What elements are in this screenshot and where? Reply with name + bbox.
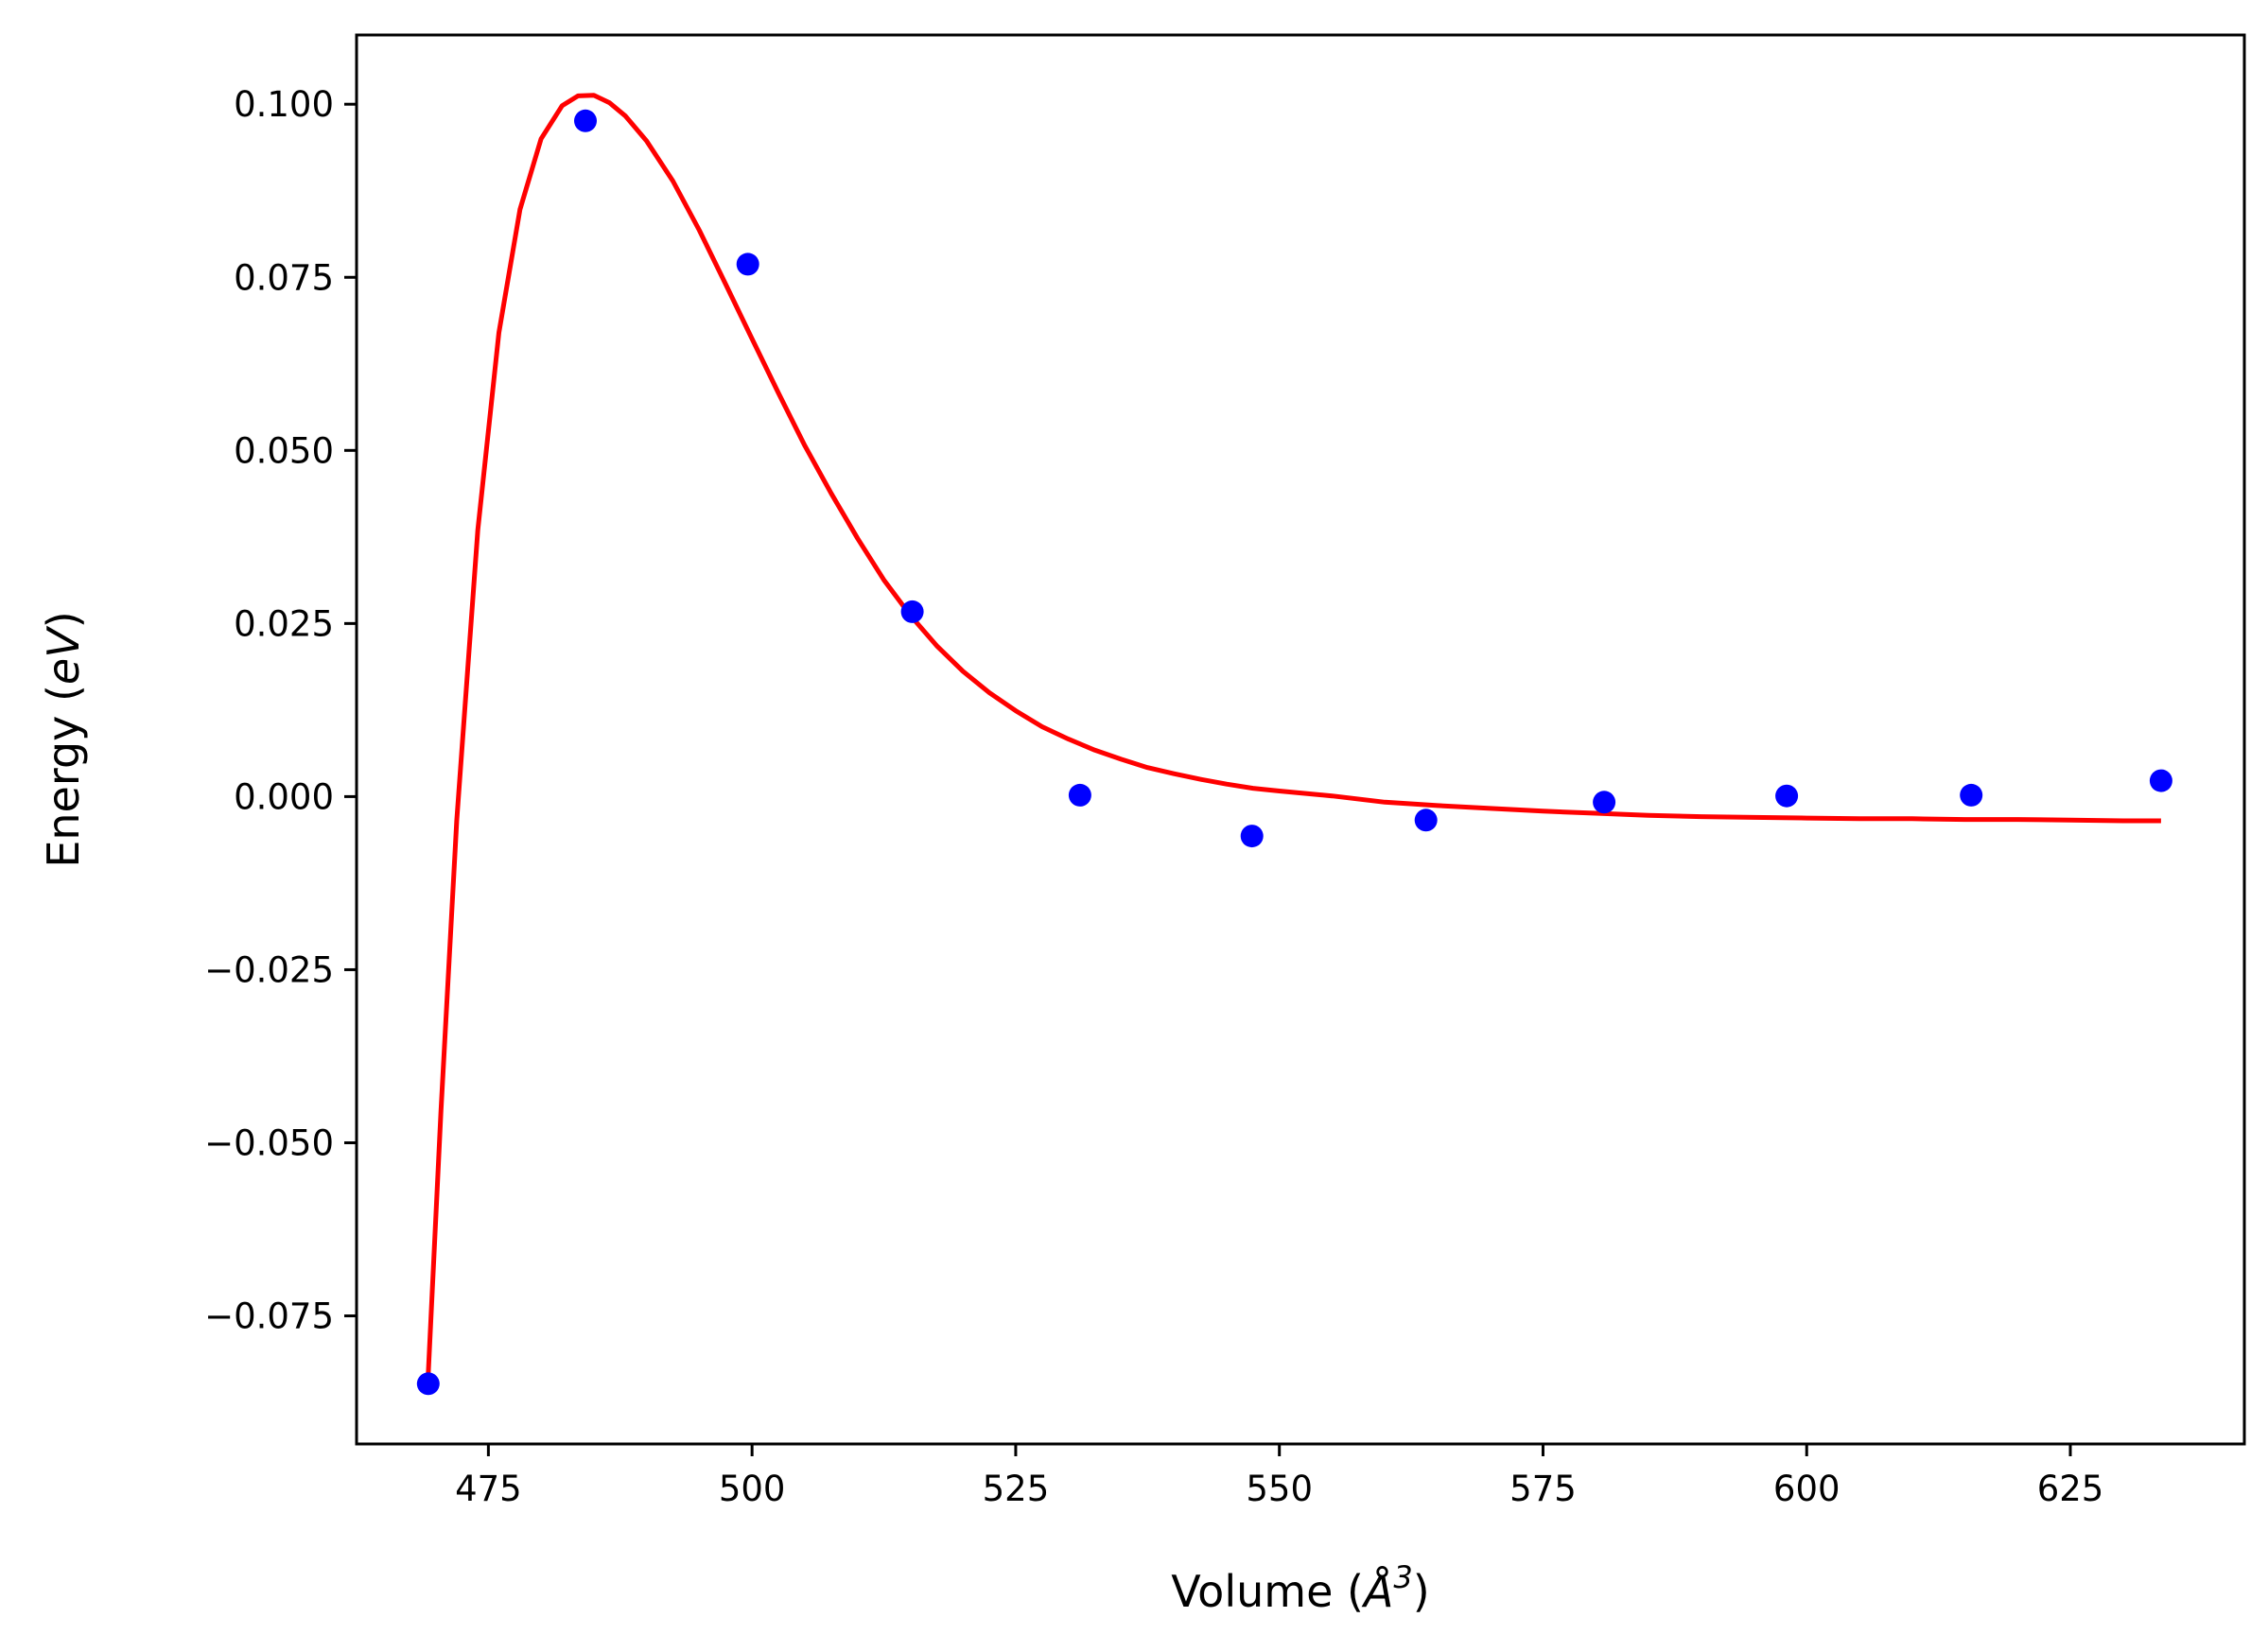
data-point [2149, 769, 2172, 792]
x-tick-label: 575 [1509, 1469, 1577, 1509]
y-tick-label: −0.025 [204, 949, 334, 990]
x-tick-label: 600 [1773, 1469, 1841, 1509]
y-axis-ticks: −0.075 −0.050 −0.025 0.000 0.025 0.050 0.075 0.… [204, 84, 357, 1337]
axes-frame [355, 33, 2246, 1446]
data-point [1960, 783, 1983, 807]
x-axis-ticks: 475 500 525 550 575 600 625 [455, 1444, 2103, 1509]
data-point [1593, 791, 1616, 814]
y-tick-label: −0.075 [204, 1296, 334, 1337]
data-point [1414, 809, 1438, 832]
data-point [574, 109, 597, 132]
data-point [900, 600, 924, 623]
y-tick-label: 0.000 [234, 776, 334, 817]
y-tick-label: 0.025 [234, 603, 334, 644]
y-tick-label: 0.075 [234, 257, 334, 298]
x-axis-label: Volume (Å3) [1171, 1559, 1429, 1617]
x-tick-label: 475 [455, 1469, 522, 1509]
y-tick-label: 0.050 [234, 430, 334, 471]
y-tick-label: −0.050 [204, 1122, 334, 1163]
data-point [416, 1372, 440, 1396]
x-tick-label: 525 [983, 1469, 1050, 1509]
data-point [736, 252, 759, 276]
x-tick-label: 550 [1246, 1469, 1313, 1509]
data-point [1775, 784, 1799, 808]
data-point [1068, 783, 1091, 807]
y-axis-label: Energy (eV) [38, 611, 89, 867]
x-tick-label: 625 [2037, 1469, 2104, 1509]
plot-content [416, 93, 2172, 1396]
fit-curve-line [426, 93, 2161, 1375]
data-point [1240, 825, 1264, 848]
y-tick-label: 0.100 [234, 84, 334, 125]
x-tick-label: 500 [719, 1469, 786, 1509]
